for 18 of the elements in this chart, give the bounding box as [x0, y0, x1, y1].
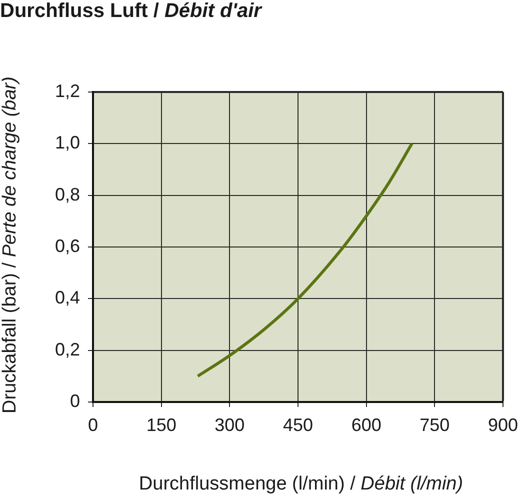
y-tick-label: 0,8 — [54, 184, 80, 204]
y-tick-label: 0,4 — [54, 288, 80, 308]
y-tick-label: 0,2 — [54, 339, 80, 360]
y-tick-label: 0 — [70, 390, 80, 411]
x-tick-label: 750 — [420, 414, 450, 435]
x-tick-label: 600 — [351, 414, 382, 435]
y-axis-title: Druckabfall (bar) / Perte de charge (bar) — [0, 76, 20, 414]
x-tick-label: 450 — [282, 414, 314, 435]
y-tick-label: 1,2 — [54, 80, 80, 101]
y-tick-label: 0,6 — [54, 236, 80, 256]
x-tick-label: 0 — [88, 414, 98, 435]
y-tick-label: 1,0 — [54, 132, 80, 153]
line-series — [196, 142, 414, 378]
x-axis-title: Durchflussmenge (l/min) / Débit (l/min) — [138, 474, 464, 494]
chart-title: Durchfluss Luft / Débit d'air — [0, 0, 262, 22]
x-tick-label: 300 — [214, 414, 245, 435]
x-tick-label: 900 — [488, 414, 518, 435]
x-tick-label: 150 — [146, 414, 176, 435]
